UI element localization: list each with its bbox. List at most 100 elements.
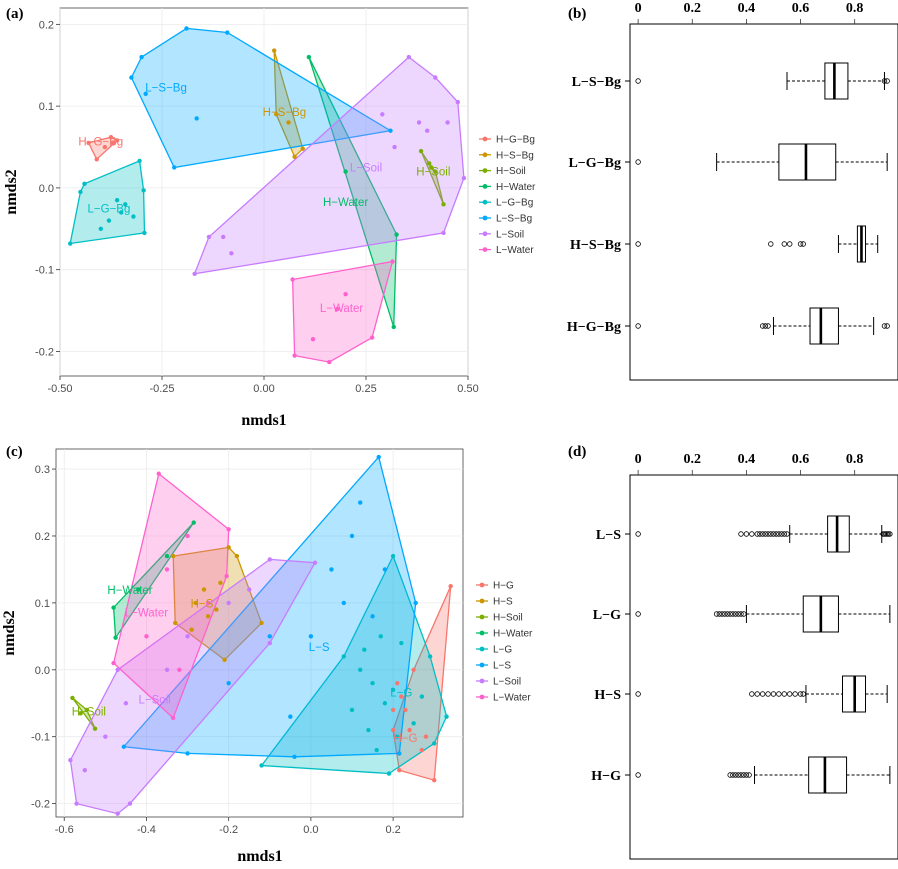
panel-a-point-h-soil xyxy=(418,148,424,154)
panel-c-point-h-water xyxy=(191,520,196,525)
panel-c: (c) H−G H−S H−Soil H−Water L−G L−S L−Soil L−Wat… xyxy=(1,444,533,865)
panel-a-point-l-g-bg xyxy=(114,197,120,203)
panel-c-group-label-h-water: H−Water xyxy=(107,585,152,597)
panel-d-outlier xyxy=(635,691,641,697)
panel-d-outlier xyxy=(759,531,766,537)
panel-c-point-h-water xyxy=(136,587,141,592)
panel-a-legend-key-h-water xyxy=(482,184,488,189)
panel-a-point-h-g-bg xyxy=(114,138,120,143)
panel-d-outlier xyxy=(754,531,760,537)
panel-c-group-label-l-water: L−Water xyxy=(125,607,169,619)
panel-d-plot-frame xyxy=(629,474,898,860)
panel-c-legend-key-h-water xyxy=(479,630,485,636)
panel-d-outlier xyxy=(740,772,747,778)
panel-c-point-l-s xyxy=(382,567,388,572)
panel-a-point-l-g-bg xyxy=(123,202,128,207)
panel-c-point-l-g xyxy=(358,667,363,672)
panel-c-point-h-g xyxy=(390,727,396,733)
panel-c-point-h-s xyxy=(173,620,178,626)
panel-c-point-h-s xyxy=(214,607,219,612)
panel-a-legend-label-l-g-bg: L−G−Bg xyxy=(496,198,533,209)
panel-b-x-tick-label: 0.4 xyxy=(738,1,756,16)
panel-c-point-h-g xyxy=(419,747,425,753)
panel-d-x-tick-label: 0.6 xyxy=(792,452,810,467)
panel-d-outlier xyxy=(773,531,779,537)
panel-d-outlier xyxy=(635,531,641,537)
panel-c-legend-label-h-water: H−Water xyxy=(493,629,533,640)
panel-d-x-ticks: 0 0.2 0.4 0.6 0.8 xyxy=(635,452,863,475)
panel-a-hull-l-water xyxy=(291,260,394,363)
panel-c-legend-label-l-soil: L−Soil xyxy=(493,677,521,688)
panel-a-x-tick-label: 0.00 xyxy=(253,383,274,395)
panel-a-legend-key-l-g-bg xyxy=(482,199,488,205)
panel-d-outlier xyxy=(770,691,777,697)
panel-c-hulls xyxy=(69,455,452,815)
panel-c-point-l-soil xyxy=(164,667,170,672)
panel-a-group-label-h-g-bg: H−G−Bg xyxy=(78,136,123,148)
panel-c-point-l-g xyxy=(386,771,392,776)
panel-c-point-h-g xyxy=(411,667,416,672)
panel-b-outlier xyxy=(797,241,804,247)
panel-a-group-label-l-g-bg: L−G−Bg xyxy=(88,203,131,215)
panel-a-y-tick-label: 0.1 xyxy=(39,101,54,113)
panel-c-point-h-soil xyxy=(84,707,90,713)
panel-b: (b) 0 0.2 0.4 0.6 0.8 L−S−Bg L−G−Bg H−S−Bg H−G−… xyxy=(567,1,898,381)
panel-a-legend-label-h-water: H−Water xyxy=(496,182,536,193)
panel-d-categories: L−S L−G H−S H−G xyxy=(591,528,630,784)
panel-b-outlier xyxy=(884,323,890,329)
panel-c-point-l-soil xyxy=(185,634,190,639)
panel-d-outlier xyxy=(740,611,747,617)
panel-c-legend-label-l-s: L−S xyxy=(493,661,511,672)
panel-b-categories: L−S−Bg L−G−Bg H−S−Bg H−G−Bg xyxy=(567,75,630,335)
panel-b-x-tick-label: 0 xyxy=(635,1,642,16)
panel-a-legend-label-h-g-bg: H−G−Bg xyxy=(496,135,535,146)
panel-a-point-l-g-bg xyxy=(119,210,124,215)
panel-d-outlier xyxy=(784,531,790,537)
panel-c-point-l-s xyxy=(292,754,297,759)
panel-c-x-tick-label: 0.0 xyxy=(303,824,318,836)
panel-d-outlier xyxy=(735,611,741,617)
panel-c-hull-h-g xyxy=(392,585,452,782)
panel-b-outlier xyxy=(768,241,774,247)
panel-a-point-l-water xyxy=(290,277,295,282)
panel-b-x-tick-label: 0.6 xyxy=(792,1,810,16)
panel-a-y-tick-label: -0.1 xyxy=(35,265,54,277)
panel-c-point-l-g xyxy=(411,721,416,726)
panel-c-point-l-s xyxy=(397,751,402,756)
panel-c-point-l-soil xyxy=(267,640,272,646)
panel-c-x-axis-title: nmds1 xyxy=(237,848,282,865)
panel-a-point-h-s-bg xyxy=(286,120,291,125)
panel-d-outlier xyxy=(724,611,731,617)
panel-c-y-tick-label: -0.1 xyxy=(31,732,50,744)
panel-c-point-l-g xyxy=(390,687,396,693)
panel-d-outlier xyxy=(781,691,788,697)
panel-b-category-label-h-g-bg: H−G−Bg xyxy=(567,320,621,335)
panel-c-point-l-water xyxy=(170,715,176,721)
panel-a-point-l-s-bg xyxy=(225,30,230,35)
panel-a-group-label-h-soil: H−Soil xyxy=(416,167,450,179)
panel-d-box-l-s xyxy=(827,515,850,553)
panel-d-outlier xyxy=(719,611,725,617)
panel-d-outlier xyxy=(738,772,744,778)
panel-d-outlier xyxy=(768,531,774,537)
panel-a-y-axis-title: nmds2 xyxy=(3,169,20,214)
panel-b-outlier xyxy=(881,78,888,84)
panel-c-point-h-water xyxy=(111,605,116,610)
panel-a-legend-key-l-s-bg xyxy=(482,215,488,221)
panel-a-point-l-g-bg xyxy=(142,230,147,236)
panel-a-group-label-h-s-bg: H−S−Bg xyxy=(263,107,306,119)
panel-c-point-h-g xyxy=(407,727,412,733)
panel-a-x-tick-label: -0.25 xyxy=(149,383,174,395)
panel-c-point-h-water xyxy=(164,553,170,559)
panel-b-x-tick-label: 0.2 xyxy=(684,1,702,16)
panel-a-point-h-soil xyxy=(441,202,446,207)
panel-a-point-h-soil xyxy=(427,161,432,166)
panel-a-point-h-g-bg xyxy=(102,144,108,150)
panel-c-point-h-s xyxy=(222,657,227,662)
panel-d-tag: (d) xyxy=(568,444,586,460)
panel-a-group-label-h-water: H−Water xyxy=(323,197,368,209)
panel-c-point-l-soil xyxy=(247,587,252,592)
panel-a-y-tick-label: 0.0 xyxy=(39,183,54,195)
panel-a-legend-label-h-s-bg: H−S−Bg xyxy=(496,150,534,161)
panel-a-x-ticks: -0.50 -0.25 0.00 0.25 0.50 xyxy=(47,376,479,395)
